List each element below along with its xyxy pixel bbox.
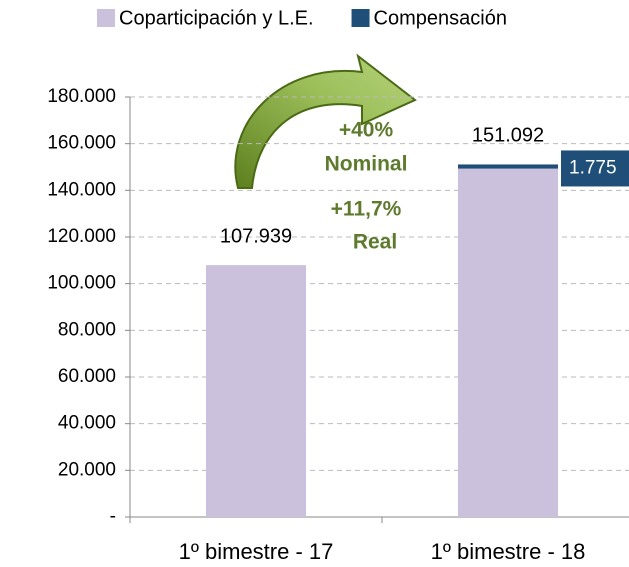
y-tick-label: 180.000 <box>47 86 116 107</box>
y-tick-label: 160.000 <box>47 133 116 154</box>
legend-swatch <box>97 9 115 27</box>
y-tick-label: 140.000 <box>47 179 116 200</box>
value-label: 1.775 <box>569 157 617 178</box>
annotation: +40% <box>339 119 394 142</box>
y-tick-label: 100.000 <box>47 273 116 294</box>
y-tick-label: 120.000 <box>47 226 116 247</box>
total-label: 151.092 <box>472 125 544 147</box>
y-tick-label: - <box>110 506 116 527</box>
y-tick-label: 40.000 <box>58 413 116 434</box>
y-tick-label: 20.000 <box>58 459 116 480</box>
value-label-box <box>561 150 629 187</box>
y-tick-label: 60.000 <box>58 366 116 387</box>
legend-label: Coparticipación y L.E. <box>119 7 314 29</box>
annotation: Real <box>353 231 397 254</box>
legend-swatch <box>351 9 370 27</box>
total-label: 107.939 <box>220 225 292 247</box>
growth-arrow <box>234 53 417 189</box>
annotation: +11,7% <box>331 198 402 221</box>
bar-segment <box>458 164 558 169</box>
legend-label: Compensación <box>374 7 507 29</box>
annotation: Nominal <box>325 153 408 176</box>
x-tick-label: 1º bimestre - 17 <box>179 539 334 564</box>
bar-segment <box>458 168 558 517</box>
y-tick-label: 80.000 <box>58 319 116 340</box>
x-tick-label: 1º bimestre - 18 <box>431 539 586 564</box>
bar-segment <box>206 265 306 517</box>
